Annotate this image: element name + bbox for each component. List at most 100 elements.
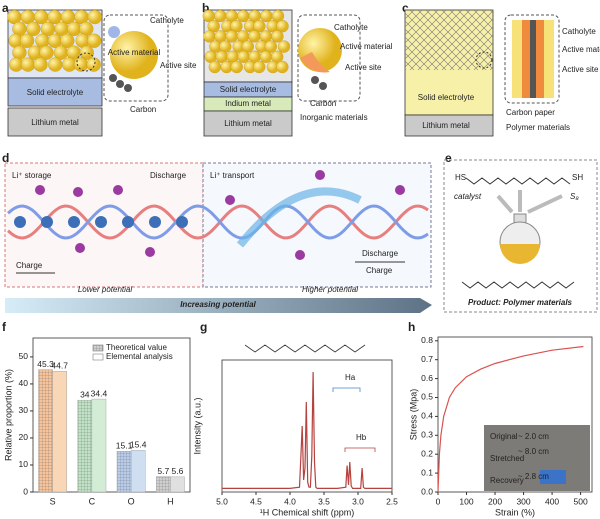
y-tick-label: 40: [19, 378, 29, 388]
zoom-circle: [76, 52, 96, 72]
y-tick-label: 20: [19, 432, 29, 442]
label: Solid electrolyte: [27, 88, 84, 97]
particle: [47, 9, 62, 25]
particle: [230, 20, 243, 33]
label: Li⁺ transport: [210, 171, 255, 180]
particle: [39, 45, 54, 60]
label: Product: Polymer materials: [468, 298, 573, 307]
ion: [75, 243, 85, 253]
value-label: 44.7: [51, 360, 68, 370]
x-axis-label: Strain (%): [495, 507, 535, 517]
bar: [91, 398, 107, 493]
particle: [264, 40, 277, 53]
particles: [202, 9, 291, 74]
polymer-mesh: [405, 10, 493, 70]
x-tick-label: 3.5: [318, 496, 330, 506]
label: Solid electrolyte: [220, 85, 277, 94]
label: Polymer materials: [506, 123, 570, 132]
particle: [277, 40, 291, 53]
label: Charge: [366, 266, 393, 275]
panel-letter: c: [402, 1, 409, 15]
inset-label: Recovery: [490, 476, 524, 485]
x-tick-label: 4.0: [284, 496, 296, 506]
particle: [34, 9, 49, 25]
panel-letter: h: [408, 320, 415, 334]
label: Carbon: [310, 99, 336, 108]
bar: [116, 451, 132, 493]
bar: [170, 476, 185, 493]
transport-arrow: [236, 187, 362, 248]
value-label: 34.4: [91, 388, 108, 398]
label: Carbon: [130, 105, 156, 114]
x-tick-label: S: [50, 496, 56, 506]
particle: [48, 57, 63, 72]
ion: [68, 216, 80, 228]
particle: [73, 57, 89, 72]
electrolyte-layer: [7, 77, 103, 107]
y-axis-label: Intensity (a.u.): [192, 397, 202, 454]
label: Lithium metal: [31, 118, 79, 127]
label: Carbon paper: [506, 108, 555, 117]
label: Discharge: [150, 171, 187, 180]
label: Solid electrolyte: [418, 93, 475, 102]
bar: [77, 399, 93, 493]
y-tick-label: 0.8: [421, 335, 433, 345]
y-tick-label: 0.4: [421, 411, 433, 421]
line: [437, 345, 584, 493]
label: Active material: [562, 45, 600, 54]
inset-photo: [484, 425, 590, 491]
label: Li⁺ storage: [12, 171, 52, 180]
legend-label: Theoretical value: [106, 343, 167, 352]
strand: [7, 204, 429, 240]
ion: [14, 216, 26, 228]
particle: [79, 45, 94, 60]
ion: [145, 247, 155, 257]
layer: [544, 20, 554, 98]
layer: [536, 20, 544, 98]
particle: [271, 30, 284, 43]
label: Lithium metal: [422, 121, 470, 130]
value-label: 15.1: [116, 440, 133, 450]
label: Charge: [16, 261, 43, 270]
label: Catholyte: [562, 27, 596, 36]
particle: [208, 60, 221, 74]
particle: [19, 33, 35, 48]
layer: [522, 20, 530, 98]
label: Active site: [160, 61, 197, 70]
active-particle: [110, 31, 158, 79]
particle: [271, 9, 285, 23]
peak-label: Ha: [345, 373, 356, 382]
label: Discharge: [362, 249, 399, 258]
y-tick-label: 10: [19, 459, 29, 469]
y-tick-label: 0.3: [421, 430, 433, 440]
carbon: [124, 84, 132, 92]
label: Lithium metal: [224, 119, 272, 128]
y-tick-label: 0.2: [421, 448, 433, 458]
particle: [60, 33, 75, 48]
label: Indium metal: [225, 99, 271, 108]
panel-letter: d: [2, 151, 9, 165]
ion: [295, 250, 305, 260]
x-tick-label: 4.5: [250, 496, 262, 506]
y-tick-label: 50: [19, 351, 29, 361]
layer: [512, 20, 522, 98]
label: HS: [455, 173, 466, 182]
ion: [95, 216, 107, 228]
plot-frame: [221, 359, 393, 493]
particles: [7, 9, 102, 72]
x-tick-label: 2.5: [386, 496, 398, 506]
x-tick-label: 5.0: [216, 496, 228, 506]
bar: [156, 476, 171, 493]
ion: [395, 185, 405, 195]
particle: [87, 9, 102, 25]
particle: [260, 9, 273, 23]
particle: [214, 9, 227, 23]
y-axis-label: Stress (Mpa): [408, 389, 418, 441]
ion: [113, 185, 123, 195]
legend-swatch: [92, 344, 104, 352]
panel-letter: f: [2, 320, 7, 334]
particle: [225, 30, 238, 43]
helix: [7, 170, 429, 260]
carbon: [319, 82, 327, 90]
x-tick-label: 500: [573, 496, 587, 506]
